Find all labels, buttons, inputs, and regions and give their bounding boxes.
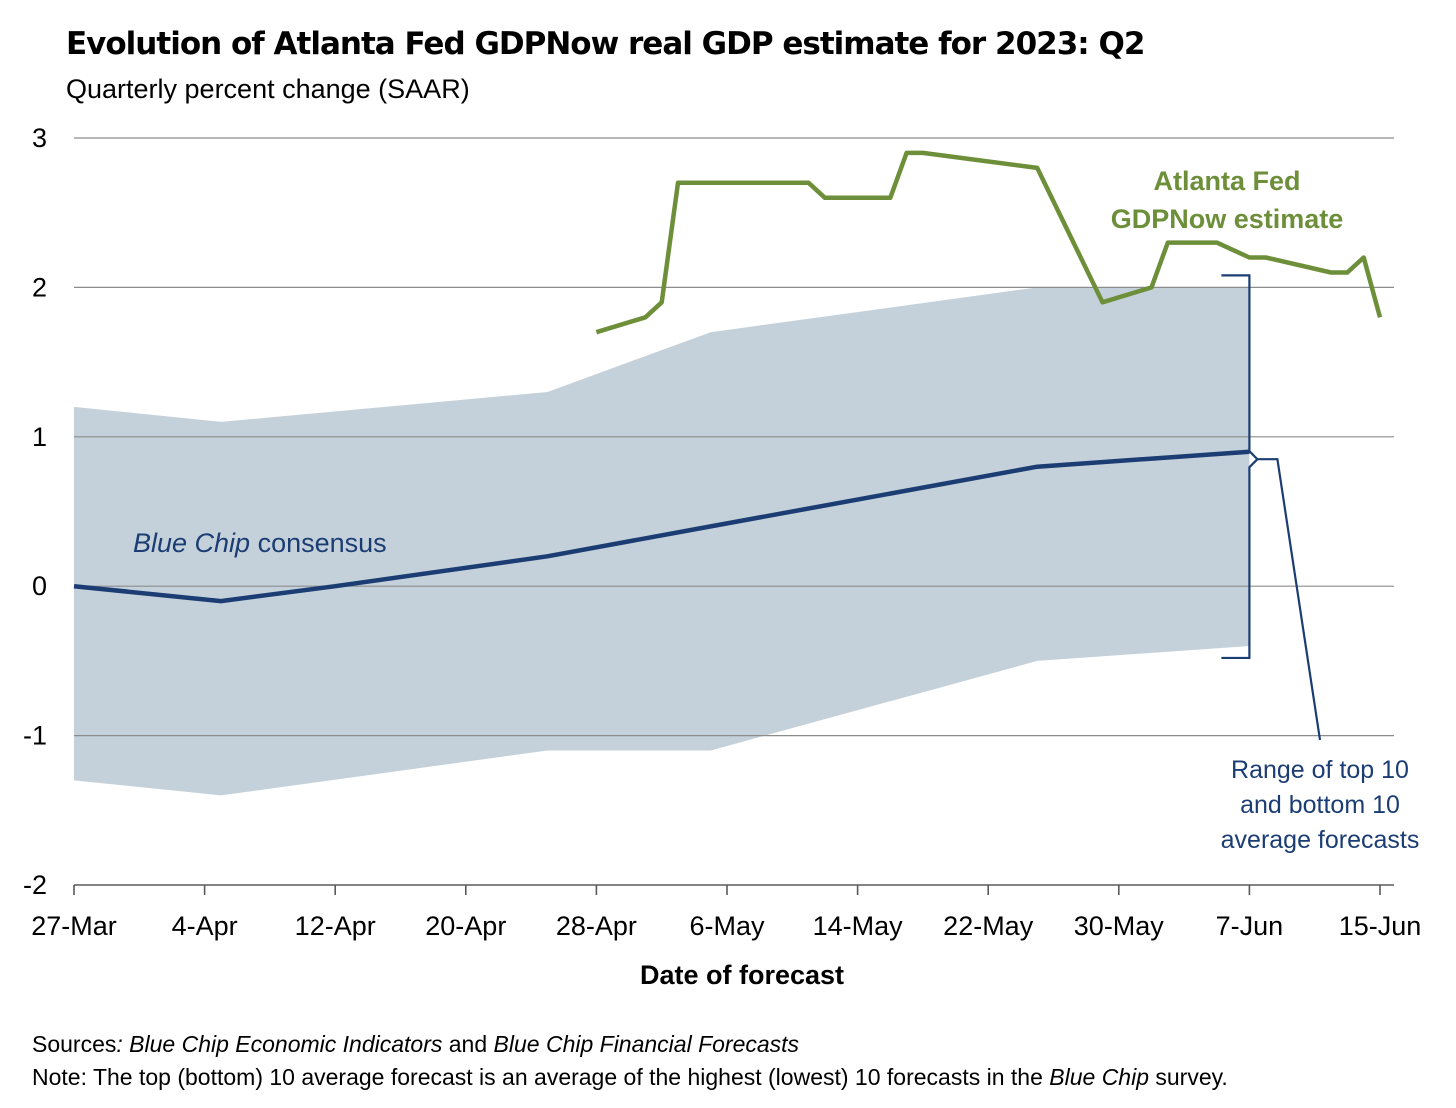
- gdpnow-line: [595, 150, 1383, 335]
- y-tick-label: 3: [32, 123, 47, 153]
- y-tick-label: 2: [32, 272, 47, 302]
- sources-label: Sources: [32, 1031, 117, 1057]
- chart-subtitle: Quarterly percent change (SAAR): [66, 74, 470, 104]
- note-end: survey.: [1149, 1064, 1228, 1090]
- x-tick-label: 4-Apr: [172, 911, 238, 941]
- axes: 3 2 1 0 -1 -2 27-Mar 4-Apr 12-Apr 20-Apr 28-Apr 6-M…: [23, 123, 1421, 990]
- x-tick-label: 22-May: [943, 911, 1034, 941]
- note-line: Note: The top (bottom) 10 average foreca…: [32, 1061, 1228, 1094]
- note-label: Note:: [32, 1064, 87, 1090]
- sources-publication-2: Blue Chip Financial Forecasts: [493, 1031, 800, 1057]
- chart-notes: Sources: Blue Chip Economic Indicators a…: [32, 1028, 1228, 1094]
- gdpnow-label: Atlanta Fed: [1153, 166, 1300, 196]
- range-label: average forecasts: [1221, 826, 1420, 854]
- gdpnow-label: GDPNow estimate: [1111, 204, 1344, 234]
- range-band-area: [74, 287, 1250, 796]
- range-label: Range of top 10: [1231, 756, 1409, 784]
- bluechip-label-italic: Blue Chip: [133, 528, 250, 558]
- annotations: Atlanta Fed GDPNow estimate Blue Chip cons…: [133, 166, 1419, 854]
- gdp-line-chart: 3 2 1 0 -1 -2 27-Mar 4-Apr 12-Apr 20-Apr 28-Apr 6-M…: [23, 123, 1421, 990]
- x-tick-label: 30-May: [1074, 911, 1165, 941]
- note-text: The top (bottom) 10 average forecast is …: [86, 1064, 1050, 1090]
- x-tick-label: 12-Apr: [295, 911, 376, 941]
- x-tick-label: 27-Mar: [31, 911, 117, 941]
- x-tick-label: 15-Jun: [1339, 911, 1422, 941]
- y-tick-label: -2: [23, 870, 47, 900]
- x-tick-label: 7-Jun: [1216, 911, 1284, 941]
- range-label: and bottom 10: [1240, 791, 1400, 819]
- x-axis-title: Date of forecast: [640, 960, 844, 990]
- range-band-layer: [74, 287, 1250, 796]
- x-tick-label: 14-May: [813, 911, 904, 941]
- range-leader-line: [1257, 458, 1322, 741]
- x-tick-label: 20-Apr: [425, 911, 506, 941]
- y-tick-label: 1: [32, 422, 47, 452]
- chart-title: Evolution of Atlanta Fed GDPNow real GDP…: [66, 26, 1145, 62]
- note-italic: Blue Chip: [1049, 1064, 1149, 1090]
- gridlines: [74, 137, 1394, 737]
- x-tick-label: 6-May: [689, 911, 765, 941]
- y-tick-label: -1: [23, 721, 47, 751]
- bluechip-label: Blue Chip consensus: [133, 528, 387, 558]
- x-tick-label: 28-Apr: [556, 911, 637, 941]
- bluechip-label-rest: consensus: [250, 528, 387, 558]
- sources-and: and: [442, 1031, 494, 1057]
- sources-publication-1: Blue Chip Economic Indicators: [129, 1031, 443, 1057]
- y-tick-label: 0: [32, 571, 47, 601]
- series-lines: [73, 150, 1383, 604]
- sources-colon: :: [116, 1031, 123, 1057]
- sources-line: Sources: Blue Chip Economic Indicators a…: [32, 1028, 1228, 1061]
- bluechip-consensus-line: [73, 449, 1250, 604]
